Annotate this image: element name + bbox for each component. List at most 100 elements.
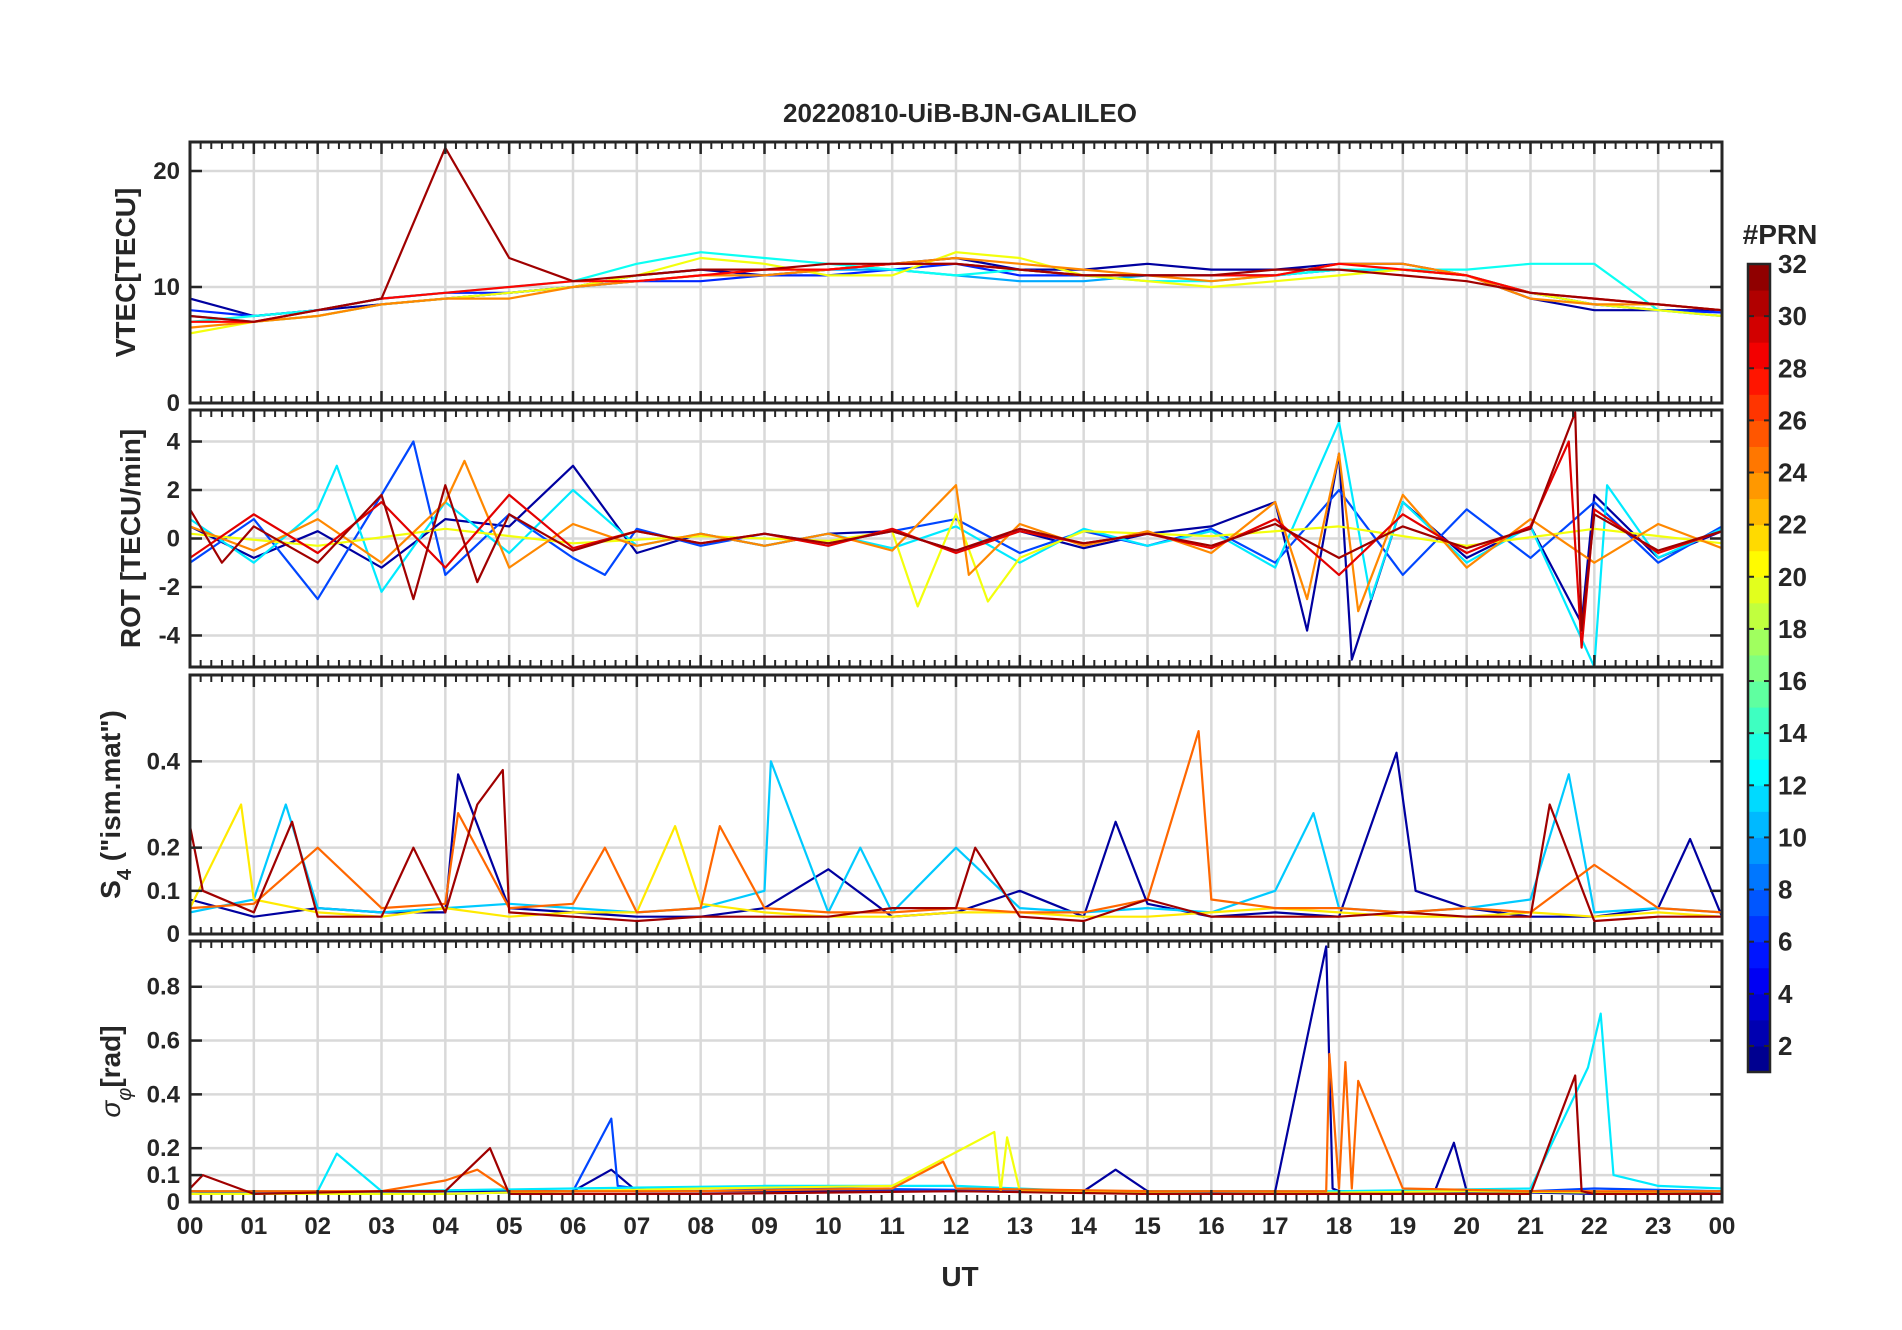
- x-tick-label: 08: [687, 1213, 714, 1240]
- colorbar-tick-label: 20: [1778, 562, 1807, 592]
- colorbar-segment: [1748, 889, 1770, 917]
- colorbar-segment: [1748, 707, 1770, 734]
- y-tick-label: 0.1: [147, 878, 180, 905]
- x-tick-label: 14: [1070, 1213, 1097, 1240]
- colorbar-tick-label: 2: [1778, 1031, 1792, 1061]
- y-tick-label: 0.2: [147, 1135, 180, 1162]
- series-group: [190, 411, 1722, 667]
- colorbar-tick-label: 30: [1778, 301, 1807, 331]
- x-tick-label: 13: [1006, 1213, 1033, 1240]
- colorbar-segment: [1748, 863, 1770, 891]
- colorbar-segment: [1748, 1019, 1770, 1047]
- colorbar-tick-label: 4: [1778, 979, 1793, 1009]
- y-tick-label: -2: [159, 574, 180, 601]
- colorbar-segment: [1748, 654, 1770, 682]
- colorbar-segment: [1748, 941, 1770, 969]
- x-tick-label: 00: [1709, 1213, 1736, 1240]
- x-tick-label: 11: [879, 1213, 904, 1240]
- colorbar-tick-label: 8: [1778, 875, 1792, 905]
- colorbar-segment: [1748, 368, 1770, 395]
- series-line-prn-2: [190, 751, 1722, 918]
- series-group: [190, 729, 1722, 923]
- axes-box: [188, 140, 1724, 405]
- colorbar-tick-label: 16: [1778, 666, 1807, 696]
- colorbar-segment: [1748, 316, 1770, 343]
- x-tick-label: 01: [240, 1213, 267, 1240]
- colorbar-segment: [1748, 446, 1770, 474]
- x-tick-label: 00: [177, 1213, 204, 1240]
- y-tick-label: 2: [167, 477, 180, 504]
- y-axis-label: ROT [TECU/min]: [115, 429, 146, 648]
- colorbar-segment: [1748, 498, 1770, 526]
- colorbar-frame: [1746, 262, 1772, 1074]
- y-tick-label: 0: [167, 921, 180, 948]
- x-tick-label: 07: [623, 1213, 650, 1240]
- colorbar-segment: [1748, 1045, 1770, 1073]
- colorbar-segment: [1748, 342, 1770, 369]
- x-tick-label: 23: [1645, 1213, 1672, 1240]
- x-tick-label: 10: [815, 1213, 842, 1240]
- x-tick-label: 09: [751, 1213, 778, 1240]
- x-axis-label: UT: [941, 1261, 978, 1292]
- series-line-prn-31: [190, 411, 1722, 632]
- axes-box: [188, 939, 1724, 1204]
- y-axis-label: VTEC[TECU]: [110, 188, 141, 358]
- colorbar-tick-label: 28: [1778, 353, 1807, 383]
- y-tick-label: 0.8: [147, 974, 180, 1001]
- colorbar-segment: [1748, 602, 1770, 630]
- series-line-prn-29: [190, 440, 1722, 649]
- x-tick-label: 03: [368, 1213, 395, 1240]
- axes-box: [188, 408, 1724, 669]
- colorbar-segment: [1748, 811, 1770, 838]
- colorbar-segment: [1748, 915, 1770, 943]
- colorbar-segment: [1748, 472, 1770, 500]
- colorbar-tick-label: 18: [1778, 614, 1807, 644]
- panel-4: 00.10.2 0.4 0.6 0.8 σφ[rad]: [95, 939, 1724, 1216]
- colorbar-segment: [1748, 264, 1770, 291]
- colorbar-segment: [1748, 420, 1770, 447]
- series-line-prn-20: [190, 513, 1722, 608]
- colorbar-segment: [1748, 550, 1770, 578]
- y-tick-label: 10: [153, 274, 180, 301]
- colorbar-tick-label: 22: [1778, 510, 1807, 540]
- panel-3: 0 0.1 0.2 0.4 S4 ("ism.mat"): [95, 673, 1724, 948]
- y-axis-label: σφ[rad]: [95, 1025, 136, 1117]
- colorbar-segment: [1748, 394, 1770, 421]
- colorbar-segment: [1748, 993, 1770, 1021]
- colorbar-tick-label: 24: [1778, 458, 1807, 488]
- y-tick-label: 0.4: [147, 1081, 181, 1108]
- chart-title: 20220810-UiB-BJN-GALILEO: [783, 98, 1137, 128]
- colorbar-segment: [1748, 785, 1770, 812]
- y-tick-label: 0.4: [147, 748, 181, 775]
- y-tick-label: 0.1: [147, 1162, 180, 1189]
- colorbar-segment: [1748, 681, 1770, 708]
- y-tick-label: 0: [167, 390, 180, 417]
- colorbar-title: #PRN: [1743, 219, 1818, 250]
- x-tick-label: 18: [1326, 1213, 1353, 1240]
- x-tick-label: 17: [1262, 1213, 1289, 1240]
- colorbar-segment: [1748, 628, 1770, 656]
- colorbar-segment: [1748, 576, 1770, 604]
- colorbar-tick-label: 32: [1778, 249, 1807, 279]
- x-tick-label: 02: [304, 1213, 331, 1240]
- panel-1: 0 10 20 VTEC[TECU]: [110, 140, 1724, 417]
- x-tick-label: 16: [1198, 1213, 1225, 1240]
- colorbar-tick-label: 14: [1778, 718, 1807, 748]
- colorbar-segment: [1748, 290, 1770, 317]
- axes-box: [188, 673, 1724, 936]
- colorbar-tick-label: 12: [1778, 770, 1807, 800]
- y-axis-label: S4 ("ism.mat"): [95, 710, 136, 899]
- y-tick-label: 0: [167, 1189, 180, 1216]
- colorbar-segment: [1748, 733, 1770, 760]
- colorbar-segment: [1748, 759, 1770, 786]
- series-line-prn-21: [190, 803, 1722, 918]
- x-tick-label: 06: [560, 1213, 587, 1240]
- y-tick-label: 20: [153, 158, 180, 185]
- colorbar-segment: [1748, 837, 1770, 864]
- colorbar-segment: [1748, 967, 1770, 995]
- colorbar-tick-label: 10: [1778, 822, 1807, 852]
- colorbar-tick-label: 26: [1778, 405, 1807, 435]
